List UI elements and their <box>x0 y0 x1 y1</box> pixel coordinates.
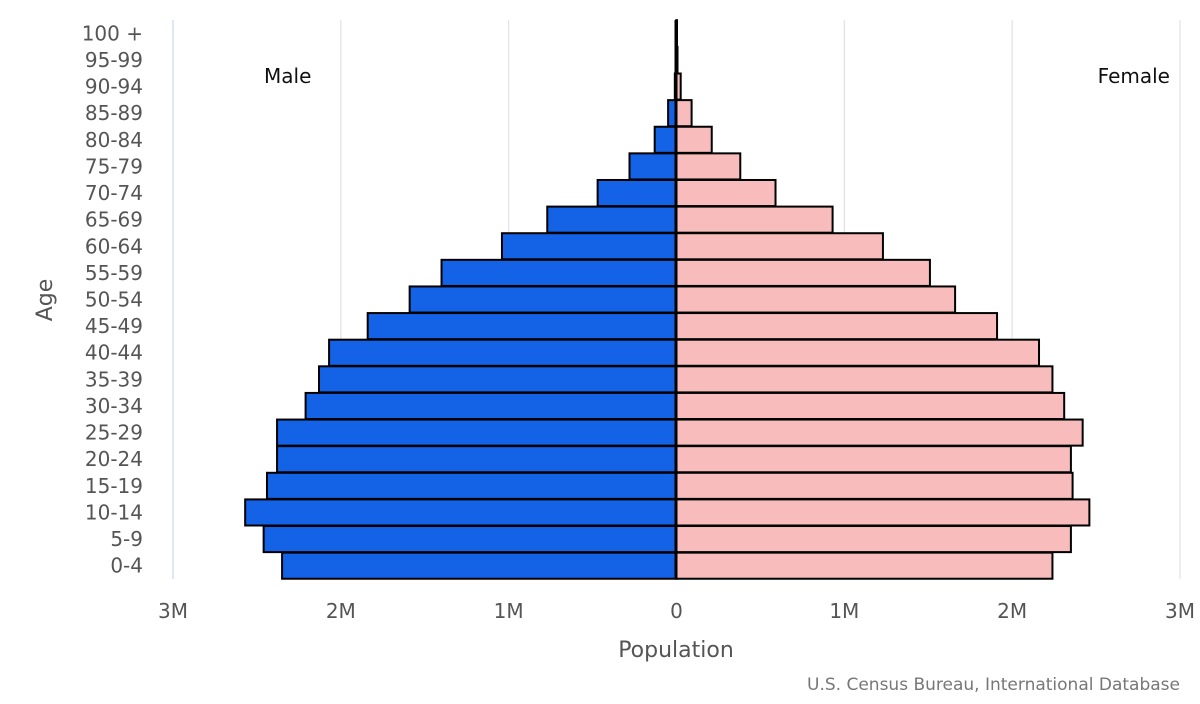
y-tick-label: 30-34 <box>85 394 143 418</box>
y-tick-label: 10-14 <box>85 500 143 524</box>
y-tick-label: 25-29 <box>85 421 143 445</box>
female-bar-45-49 <box>675 312 999 341</box>
female-side-label: Female <box>1098 64 1170 88</box>
bars <box>244 19 1091 580</box>
y-tick-label: 45-49 <box>85 314 143 338</box>
y-tick-label: 65-69 <box>85 208 143 232</box>
y-tick-label: 70-74 <box>85 181 143 205</box>
y-tick-label: 85-89 <box>85 101 143 125</box>
male-bar-65-69 <box>546 205 678 234</box>
male-bar-15-19 <box>265 471 678 500</box>
male-bar-50-54 <box>408 285 678 314</box>
female-bar-55-59 <box>675 258 931 287</box>
female-bar-5-9 <box>675 525 1072 554</box>
x-tick-label: 1M <box>494 599 524 623</box>
male-bar-40-44 <box>328 338 678 367</box>
male-bar-75-79 <box>628 152 678 181</box>
female-bar-80-84 <box>675 125 713 154</box>
female-bar-50-54 <box>675 285 957 314</box>
female-bar-70-74 <box>675 178 777 208</box>
y-tick-label: 75-79 <box>85 154 143 178</box>
source-credit: U.S. Census Bureau, International Databa… <box>807 675 1180 695</box>
y-axis-title: Age <box>33 279 58 322</box>
female-bar-85-89 <box>675 99 693 128</box>
x-tick-label: 1M <box>829 599 859 623</box>
male-bar-45-49 <box>366 312 678 341</box>
x-axis-tick-labels: 3M 2M 1M 0 1M 2M 3M <box>158 599 1195 623</box>
x-axis-title: Population <box>618 638 734 663</box>
y-tick-label: 80-84 <box>85 128 143 152</box>
male-bar-0-4 <box>281 551 678 580</box>
male-bar-55-59 <box>440 258 678 287</box>
female-bar-15-19 <box>675 471 1074 500</box>
y-tick-label: 95-99 <box>85 48 143 72</box>
female-bar-40-44 <box>675 338 1041 367</box>
x-tick-label: 3M <box>158 599 188 623</box>
female-bar-35-39 <box>675 365 1054 394</box>
female-bar-25-29 <box>675 418 1084 447</box>
y-tick-label: 0-4 <box>110 554 143 578</box>
y-tick-label: 55-59 <box>85 261 143 285</box>
y-tick-label: 50-54 <box>85 288 143 312</box>
y-tick-label: 90-94 <box>85 75 143 99</box>
female-bar-60-64 <box>675 232 884 261</box>
male-side-label: Male <box>264 64 311 88</box>
y-tick-label: 60-64 <box>85 234 143 258</box>
male-bar-60-64 <box>500 232 678 261</box>
x-tick-label: 0 <box>670 599 683 623</box>
x-tick-label: 2M <box>997 599 1027 623</box>
male-bar-30-34 <box>304 391 678 421</box>
male-bar-80-84 <box>653 125 678 154</box>
x-tick-label: 2M <box>326 599 356 623</box>
male-bar-5-9 <box>262 525 678 554</box>
male-bar-25-29 <box>276 418 678 447</box>
y-tick-label: 20-24 <box>85 447 143 471</box>
male-bar-10-14 <box>244 498 678 527</box>
y-tick-label: 100 + <box>82 21 143 45</box>
y-tick-label: 5-9 <box>110 527 143 551</box>
female-bar-20-24 <box>675 445 1072 474</box>
y-tick-label: 15-19 <box>85 474 143 498</box>
x-tick-label: 3M <box>1165 599 1195 623</box>
male-bar-20-24 <box>276 445 678 474</box>
male-bar-70-74 <box>596 178 678 208</box>
male-bar-35-39 <box>318 365 678 394</box>
female-bar-65-69 <box>675 205 834 234</box>
y-tick-label: 40-44 <box>85 341 143 365</box>
female-bar-30-34 <box>675 391 1066 421</box>
female-bar-10-14 <box>675 498 1091 527</box>
female-bar-75-79 <box>675 152 742 181</box>
female-bar-0-4 <box>675 551 1054 580</box>
y-tick-label: 35-39 <box>85 367 143 391</box>
